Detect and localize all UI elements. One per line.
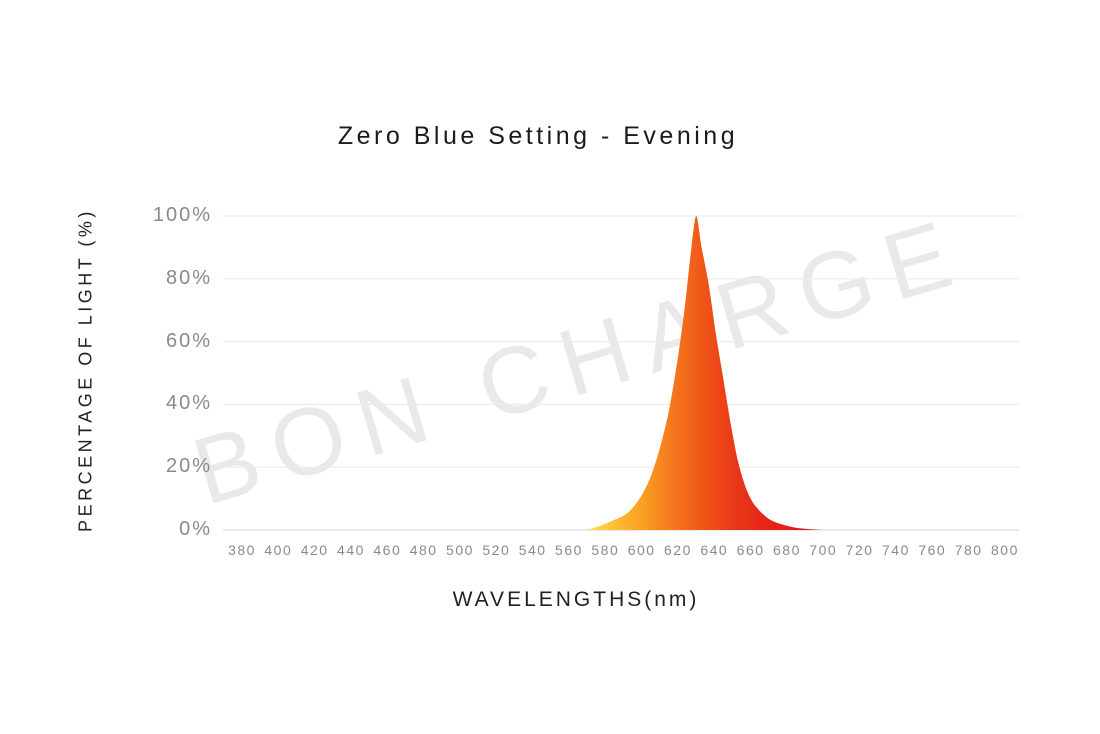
x-tick-label: 760	[918, 542, 947, 558]
chart-title: Zero Blue Setting - Evening	[337, 122, 739, 150]
x-tick-label: 500	[446, 542, 474, 558]
x-tick-label: 740	[882, 542, 910, 558]
spectrum-area	[587, 215, 824, 530]
x-tick-label: 420	[300, 542, 329, 558]
x-tick-label: 680	[773, 542, 801, 558]
x-tick-label: 560	[555, 542, 583, 558]
x-tick-label: 520	[482, 542, 511, 558]
y-tick-label: 80%	[165, 266, 212, 289]
x-tick-label: 380	[228, 542, 256, 558]
x-tick-label: 400	[264, 542, 293, 558]
x-tick-label: 640	[700, 542, 729, 558]
horizontal-gridlines	[223, 215, 1019, 531]
x-tick-label: 660	[736, 542, 765, 558]
x-tick-label: 600	[627, 542, 656, 558]
x-tick-label: 480	[409, 542, 438, 558]
x-tick-label: 720	[845, 542, 874, 558]
y-tick-label: 0%	[179, 518, 212, 541]
x-tick-label: 580	[591, 542, 620, 558]
x-tick-label: 440	[337, 542, 365, 558]
x-tick-label: 800	[990, 542, 1019, 558]
x-tick-label: 780	[954, 542, 983, 558]
y-tick-label: 100%	[152, 204, 212, 227]
x-axis-title: WAVELENGTHS(nm)	[452, 588, 700, 611]
y-tick-label: 60%	[165, 329, 212, 352]
x-tick-label: 700	[809, 542, 838, 558]
x-tick-label: 460	[373, 542, 402, 558]
y-axis-title: PERCENTAGE OF LIGHT (%)	[75, 208, 96, 532]
x-tick-label: 540	[518, 542, 547, 558]
y-tick-label: 20%	[165, 455, 212, 478]
x-tick-label: 620	[664, 542, 692, 558]
y-tick-label: 40%	[165, 392, 212, 415]
